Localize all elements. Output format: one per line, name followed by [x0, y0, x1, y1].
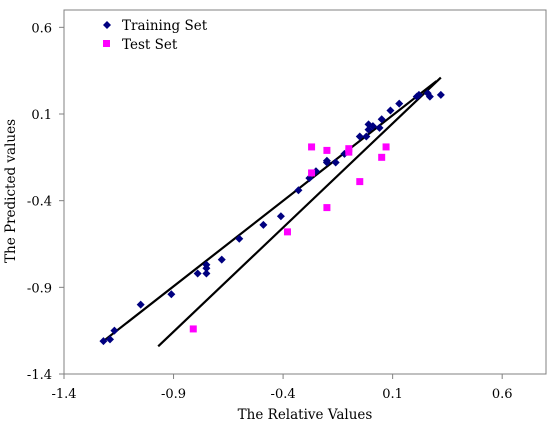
training-set-point-27	[377, 115, 386, 124]
training-set-point-34	[436, 90, 445, 99]
training-set-point-5	[167, 290, 176, 299]
x-axis-title: The Relative Values	[238, 407, 373, 423]
training-set-point-13	[276, 212, 285, 221]
test-set-point-9	[356, 178, 364, 186]
training-set-point-6	[193, 269, 202, 278]
training-set-point-21	[355, 132, 364, 141]
legend-test-label: Test Set	[122, 37, 178, 53]
test-set-point-1	[189, 325, 197, 333]
plot-area	[63, 9, 547, 375]
fit-lines	[102, 76, 442, 348]
test-set-point-2	[283, 228, 291, 236]
y-axis-title: The Predicted values	[3, 119, 19, 263]
y-tick-label: -0.4	[27, 195, 52, 210]
test-set-point-4	[308, 169, 316, 177]
training-set-point-19	[331, 158, 340, 167]
legend-test-marker	[103, 40, 110, 47]
training-set-point-2	[106, 335, 115, 344]
y-axis-ticks: -1.4 -0.9 -0.4 0.1 0.6	[27, 21, 64, 383]
data-points	[99, 89, 445, 346]
training-set-point-11	[235, 234, 244, 243]
training-set-point-23	[364, 125, 373, 134]
training-set-point-25	[368, 122, 377, 131]
training-set-point-26	[375, 123, 384, 132]
training-set-point-18	[322, 156, 331, 165]
test-set-point-5	[323, 146, 331, 154]
x-axis-ticks: -1.4 -0.9 -0.4 0.1 0.6	[51, 374, 513, 402]
training-set-point-31	[414, 90, 423, 99]
fit-line-2	[157, 76, 442, 348]
training-set-point-4	[136, 300, 145, 309]
test-set-point-8	[345, 145, 353, 153]
x-tick-label: 0.6	[492, 387, 513, 402]
training-set-point-7	[202, 269, 211, 278]
training-set-point-29	[395, 99, 404, 108]
training-set-point-14	[294, 186, 303, 195]
training-set-point-1	[99, 337, 108, 346]
x-tick-label: -0.4	[271, 387, 296, 402]
training-set-point-33	[425, 92, 434, 101]
legend: Training Set Test Set	[103, 18, 208, 53]
test-set-point-10	[378, 153, 386, 161]
training-set-point-10	[217, 255, 226, 264]
x-tick-label: -1.4	[51, 387, 76, 402]
legend-training-label: Training Set	[122, 18, 208, 34]
training-set-point-22	[362, 132, 371, 141]
x-tick-label: 0.1	[382, 387, 403, 402]
y-tick-label: -1.4	[27, 368, 52, 383]
legend-training-marker	[103, 21, 111, 29]
x-tick-label: -0.9	[161, 387, 186, 402]
training-set-point-3	[110, 326, 119, 335]
fit-line-1	[102, 80, 438, 342]
y-tick-label: 0.6	[31, 21, 52, 36]
test-set-point-6	[323, 204, 331, 212]
y-tick-label: -0.9	[27, 281, 52, 296]
test-set-point-11	[382, 143, 390, 151]
training-set-point-9	[202, 264, 211, 273]
training-set-point-28	[386, 106, 395, 115]
test-set-point-3	[308, 143, 316, 151]
training-set-point-12	[259, 220, 268, 229]
y-tick-label: 0.1	[31, 108, 52, 123]
